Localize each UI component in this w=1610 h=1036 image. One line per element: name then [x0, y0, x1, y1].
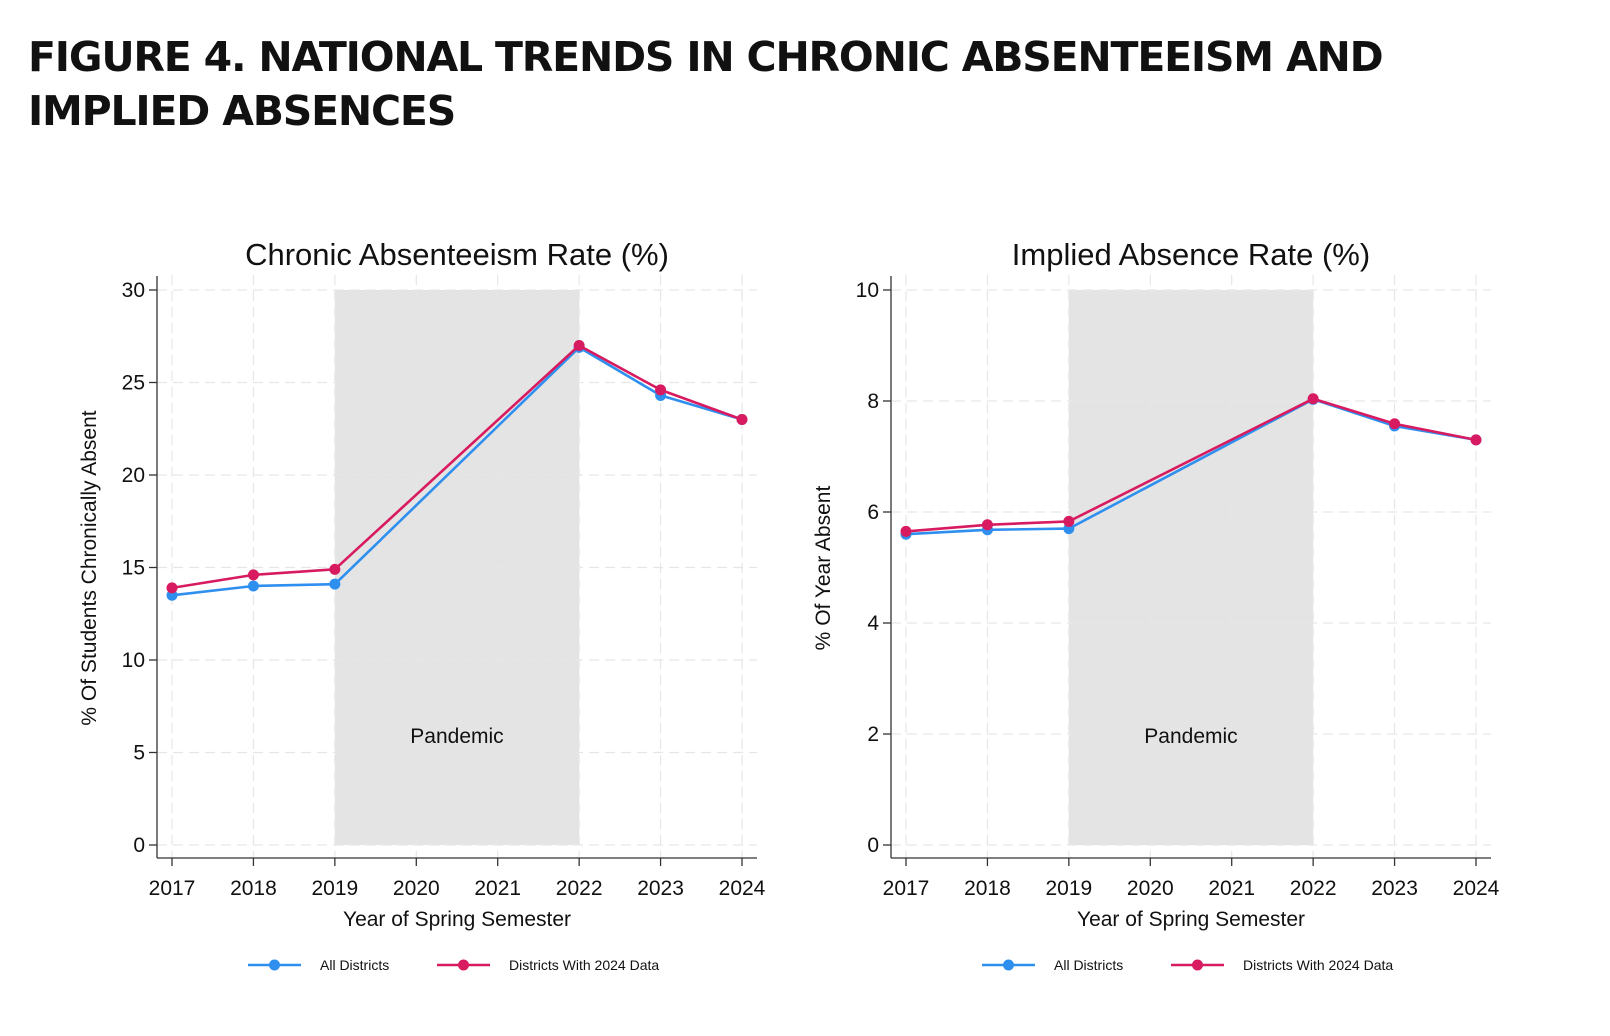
- legend-marker-districts-2024: [458, 959, 469, 971]
- y-tick-label: 15: [122, 557, 145, 580]
- y-tick-label: 25: [122, 372, 145, 395]
- chronic-absenteeism-chart: 0 5 10 15 20 25 30 2017 2018 2019 2020 2021 2022 2023…: [78, 237, 766, 973]
- gridlines: [157, 275, 757, 858]
- x-tick-label: 2018: [964, 877, 1011, 900]
- x-tick-label: 2022: [1290, 877, 1337, 900]
- y-tick-label: 2: [867, 723, 879, 746]
- y-tick-label: 10: [856, 279, 879, 302]
- data-point-districts-2024: [900, 525, 912, 537]
- figure-title: FIGURE 4. NATIONAL TRENDS IN CHRONIC ABS…: [28, 33, 1384, 135]
- y-tick-label: 0: [133, 834, 145, 857]
- data-point-districts-2024: [166, 582, 178, 594]
- data-point-districts-2024: [1389, 418, 1401, 430]
- data-point-districts-2024: [329, 563, 341, 575]
- chart-title: Implied Absence Rate (%): [1012, 237, 1370, 272]
- pandemic-label: Pandemic: [1144, 725, 1237, 748]
- y-axis-title: % Of Year Absent: [812, 486, 835, 651]
- legend-label-all-districts: All Districts: [1054, 957, 1123, 973]
- legend: All Districts Districts With 2024 Data: [982, 957, 1393, 973]
- y-tick-label: 10: [122, 649, 145, 672]
- x-tick-label: 2018: [230, 877, 277, 900]
- legend: All Districts Districts With 2024 Data: [248, 957, 659, 973]
- legend-marker-districts-2024: [1192, 959, 1203, 971]
- data-point-all-districts: [329, 578, 341, 590]
- x-tick-label: 2023: [637, 877, 684, 900]
- y-tick-label: 20: [122, 464, 145, 487]
- x-tick-label: 2017: [883, 877, 930, 900]
- pandemic-shade: [1068, 290, 1314, 845]
- series-line-districts-2024: [905, 397, 1477, 533]
- x-axis-title: Year of Spring Semester: [343, 908, 571, 931]
- data-point-districts-2024: [981, 519, 993, 531]
- chart-title: Chronic Absenteeism Rate (%): [245, 237, 669, 272]
- y-tick-label: 4: [867, 612, 879, 635]
- data-point-districts-2024: [1307, 393, 1319, 405]
- implied-absence-chart: 0 2 4 6 8 10 2017 2018 2019 2020 2021 2022 2023 2024 I…: [812, 237, 1500, 973]
- y-tick-label: 5: [133, 742, 145, 765]
- x-tick-label: 2021: [474, 877, 521, 900]
- x-tick-label: 2024: [719, 877, 766, 900]
- legend-marker-all-districts: [1003, 959, 1014, 971]
- pandemic-label: Pandemic: [410, 725, 503, 748]
- series-line-districts-2024: [171, 344, 743, 590]
- data-point-districts-2024: [247, 569, 259, 581]
- x-tick-label: 2021: [1208, 877, 1255, 900]
- data-point-districts-2024: [573, 340, 585, 351]
- data-point-districts-2024: [1470, 434, 1482, 446]
- x-tick-label: 2020: [393, 877, 440, 900]
- legend-label-districts-2024: Districts With 2024 Data: [1243, 957, 1393, 973]
- x-tick-label: 2020: [1127, 877, 1174, 900]
- y-tick-label: 0: [867, 834, 879, 857]
- x-tick-label: 2019: [1045, 877, 1092, 900]
- data-point-districts-2024: [736, 414, 748, 425]
- series-line-all-districts: [905, 397, 1477, 536]
- series-line-all-districts: [171, 346, 743, 597]
- legend-marker-all-districts: [269, 959, 280, 971]
- y-tick-label: 8: [867, 390, 879, 413]
- x-tick-label: 2022: [556, 877, 603, 900]
- x-tick-label: 2019: [311, 877, 358, 900]
- data-point-all-districts: [247, 580, 259, 592]
- x-tick-label: 2023: [1371, 877, 1418, 900]
- y-tick-label: 30: [122, 279, 145, 302]
- x-tick-label: 2024: [1453, 877, 1500, 900]
- legend-label-districts-2024: Districts With 2024 Data: [509, 957, 659, 973]
- data-point-districts-2024: [655, 384, 667, 396]
- x-axis-title: Year of Spring Semester: [1077, 908, 1305, 931]
- y-tick-label: 6: [867, 501, 879, 524]
- y-axis-title: % Of Students Chronically Absent: [78, 410, 101, 725]
- legend-label-all-districts: All Districts: [320, 957, 389, 973]
- gridlines: [891, 275, 1491, 858]
- data-point-districts-2024: [1063, 515, 1075, 527]
- x-tick-label: 2017: [149, 877, 196, 900]
